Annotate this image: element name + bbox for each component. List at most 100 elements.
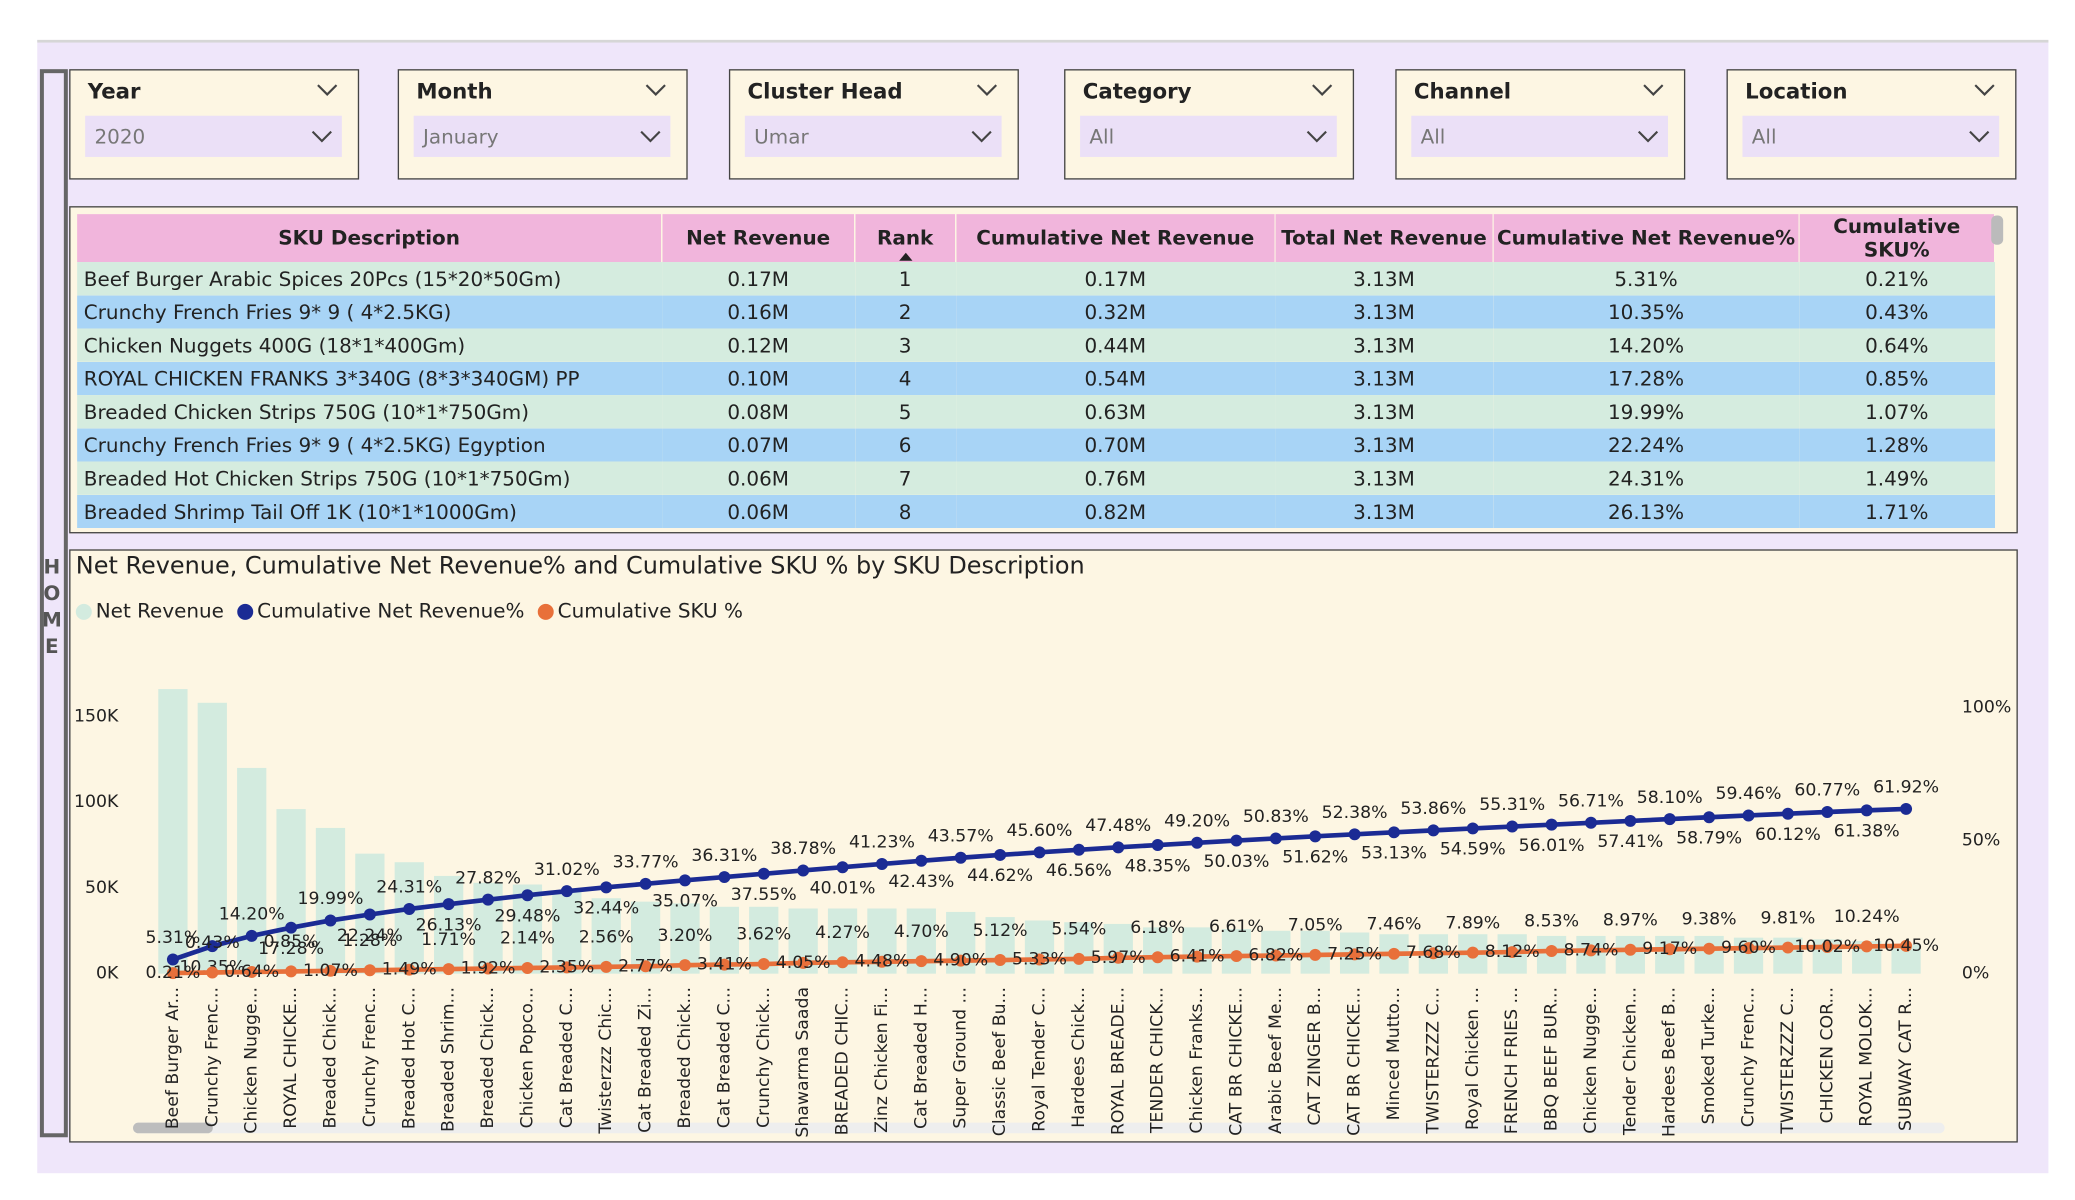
line-point: [1900, 939, 1913, 952]
filter-slicer[interactable]: Channel All: [1395, 69, 1686, 180]
line-point: [1269, 949, 1282, 962]
y-tick-label: 100K: [74, 792, 119, 812]
x-tick-label: Crunchy Frenc...: [1739, 987, 1759, 1127]
filter-value[interactable]: All: [1751, 125, 1777, 149]
line-point: [600, 960, 613, 973]
data-label: 29.48%: [494, 907, 560, 927]
x-tick-label: ROYAL BREADE...: [1108, 987, 1128, 1135]
table-row[interactable]: Beef Burger Arabic Spices 20Pcs (15*20*5…: [77, 262, 1995, 296]
column-header[interactable]: Cumulative Net Revenue: [955, 214, 1276, 263]
table-row[interactable]: Crunchy French Fries 9* 9 ( 4*2.5KG) Egy…: [77, 428, 1995, 462]
column-header[interactable]: SKU Description: [77, 214, 663, 263]
data-label: 9.17%: [1642, 939, 1697, 959]
line-point: [679, 874, 691, 887]
table-cell: 3.13M: [1353, 266, 1415, 291]
filter-dropdown[interactable]: 2020: [85, 115, 342, 157]
filter-dropdown[interactable]: All: [1080, 115, 1337, 157]
data-label: 50.03%: [1203, 852, 1269, 872]
data-label: 22.24%: [337, 926, 403, 946]
line-point: [1663, 813, 1676, 826]
table-row[interactable]: Breaded Chicken Strips 750G (10*1*750Gm)…: [77, 395, 1995, 429]
column-header[interactable]: Total Net Revenue: [1274, 214, 1494, 263]
chevron-icon: [1637, 130, 1659, 143]
filter-label: Channel: [1413, 78, 1512, 104]
home-nav[interactable]: HOME: [39, 69, 68, 1138]
line-point: [1545, 944, 1558, 957]
data-label: 46.56%: [1046, 861, 1112, 881]
data-label: 5.33%: [1012, 949, 1067, 969]
filter-value[interactable]: Umar: [754, 125, 809, 149]
filter-dropdown[interactable]: All: [1742, 115, 2000, 157]
data-label: 7.25%: [1327, 944, 1382, 964]
filter-value[interactable]: All: [1089, 125, 1115, 149]
table-row[interactable]: Crunchy French Fries 9* 9 ( 4*2.5KG) 0.16…: [77, 295, 1995, 329]
x-tick-label: CHICKEN COR...: [1817, 987, 1837, 1123]
chart-scroll-thumb[interactable]: [133, 1122, 213, 1134]
line-point: [1742, 809, 1755, 822]
dropdown-arrow: [311, 130, 332, 143]
table-row[interactable]: Breaded Shrimp Tail Off 1K (10*1*1000Gm)…: [77, 494, 1995, 529]
x-tick-label: Smoked Turke...: [1699, 987, 1719, 1124]
data-label: 51.62%: [1282, 848, 1348, 868]
line-point: [245, 965, 258, 978]
filter-value[interactable]: All: [1420, 125, 1446, 149]
filter-value[interactable]: January: [422, 125, 499, 149]
filter-dropdown[interactable]: January: [413, 115, 671, 157]
line-point: [1427, 824, 1440, 837]
line-point: [1624, 943, 1637, 956]
line-point: [1072, 952, 1085, 965]
line-point: [1624, 814, 1637, 827]
x-tick-label: ROYAL MOLOK...: [1857, 987, 1877, 1127]
table-row[interactable]: ROYAL CHICKEN FRANKS 3*340G (8*3*340GM) …: [77, 361, 1995, 396]
x-tick-label: Cat Breaded H...: [911, 987, 931, 1129]
column-header[interactable]: Net Revenue: [661, 214, 856, 263]
filter-slicer[interactable]: Cluster Head Umar: [728, 69, 1019, 180]
chart-scroll-track[interactable]: [133, 1122, 1945, 1134]
x-tick-label: CAT ZINGER B...: [1305, 987, 1325, 1126]
filter-toggle: [976, 84, 998, 96]
table-row[interactable]: Breaded Hot Chicken Strips 750G (10*1*75…: [77, 461, 1995, 495]
data-label: 26.13%: [416, 915, 482, 935]
data-label: 2.77%: [618, 956, 673, 976]
x-tick-label: Crunchy Frenc...: [360, 987, 380, 1127]
line-point: [1506, 946, 1519, 959]
x-tick-label: Arabic Beef Me...: [1266, 987, 1286, 1134]
filter-slicer[interactable]: Year 2020: [69, 69, 360, 180]
line-point: [166, 967, 179, 980]
filter-slicer[interactable]: Month January: [397, 69, 688, 180]
filter-slicer[interactable]: Location All: [1726, 69, 2017, 180]
filter-toggle: [645, 84, 666, 96]
table-row[interactable]: Chicken Nuggets 400G (18*1*400Gm) 0.12M 3 0…: [77, 328, 1995, 362]
filter-dropdown[interactable]: All: [1411, 115, 1668, 157]
bar: [552, 891, 582, 974]
chevron-icon: [317, 84, 338, 96]
x-tick-label: Breaded Chick...: [320, 987, 340, 1129]
column-header[interactable]: Cumulative SKU%: [1799, 214, 1996, 263]
table-cell: 0.70M: [1084, 432, 1147, 457]
filter-toggle: [1312, 84, 1333, 96]
filter-value[interactable]: 2020: [94, 125, 146, 149]
table-cell: 0.17M: [727, 266, 789, 291]
line-point: [1466, 946, 1479, 959]
data-label: 49.20%: [1164, 811, 1230, 831]
data-label: 47.48%: [1085, 816, 1151, 836]
data-label: 52.38%: [1322, 803, 1388, 823]
column-header[interactable]: Rank: [854, 214, 957, 263]
home-label[interactable]: HOME: [39, 554, 64, 662]
line-point: [521, 889, 534, 902]
table-scrollbar[interactable]: [1991, 215, 2004, 245]
chevron-icon: [1974, 84, 1995, 96]
table-cell: 0.63M: [1084, 399, 1147, 424]
x-tick-label: CAT BR CHICKE...: [1345, 987, 1365, 1136]
data-label: 38.78%: [770, 839, 836, 859]
filter-slicer[interactable]: Category All: [1064, 69, 1355, 180]
data-label: 7.89%: [1445, 913, 1500, 933]
table-panel: SKU Description Net Revenue Rank Cumulative…: [69, 206, 2018, 534]
filter-dropdown[interactable]: Umar: [744, 115, 1002, 157]
column-header[interactable]: Cumulative Net Revenue%: [1493, 214, 1800, 263]
bar: [1182, 927, 1212, 974]
data-label: 7.46%: [1367, 915, 1422, 935]
dropdown-arrow: [1637, 130, 1659, 143]
data-label: 19.99%: [298, 889, 364, 909]
y2-tick-label: 100%: [1962, 698, 2011, 718]
